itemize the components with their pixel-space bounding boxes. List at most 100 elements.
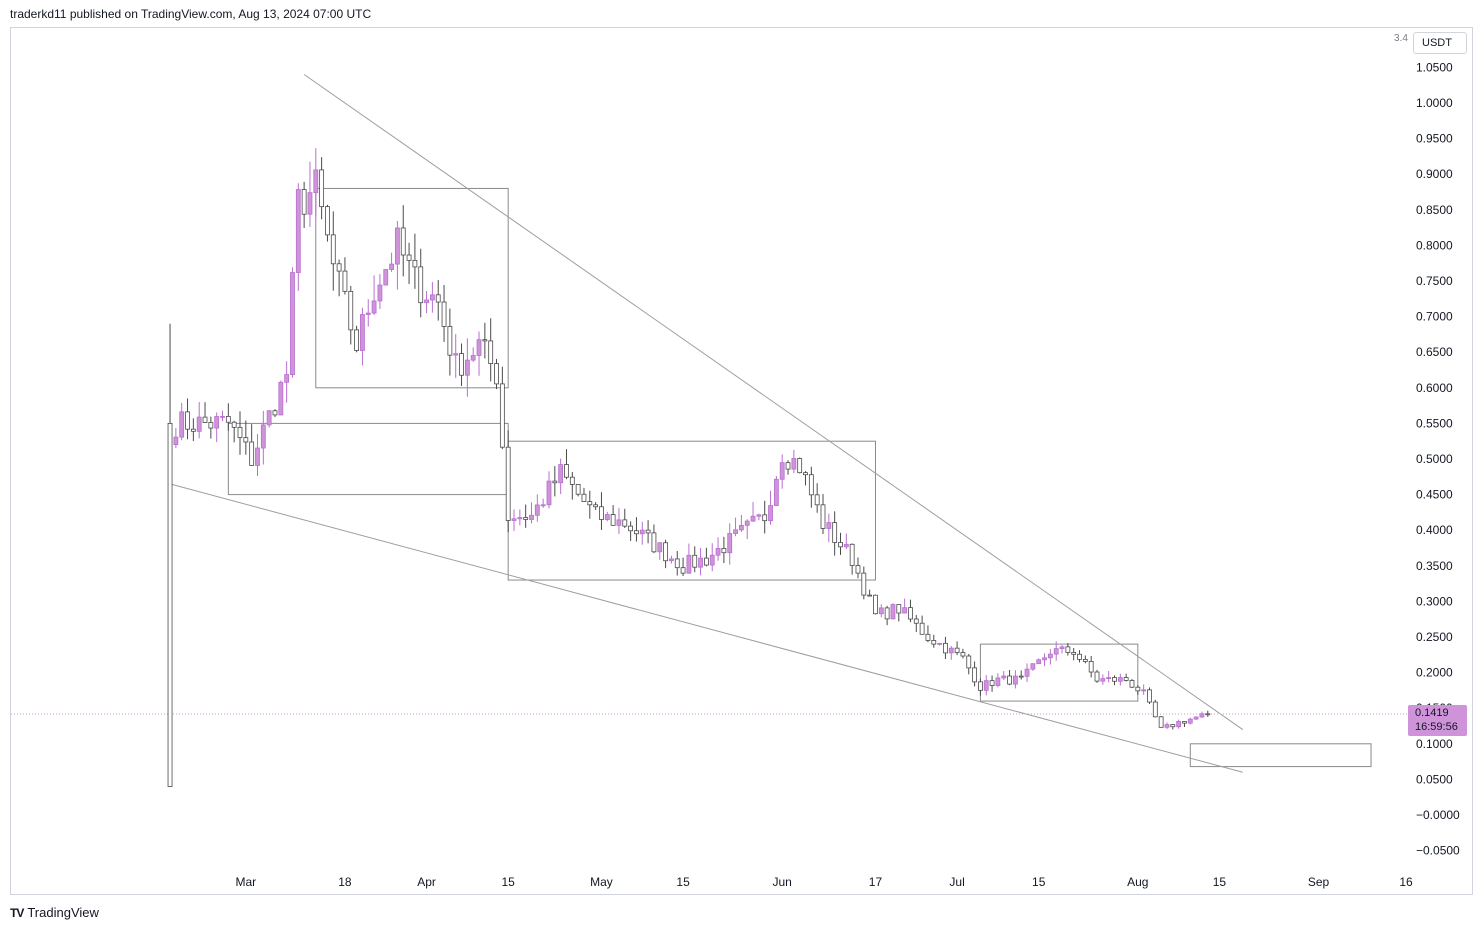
candle-body [773, 478, 779, 506]
candle-body [1205, 713, 1211, 716]
candle-body [599, 506, 604, 520]
candle-body [814, 494, 820, 506]
candle-body [925, 633, 931, 641]
candle-body [692, 554, 698, 568]
candle-body [960, 652, 966, 657]
candle-body [867, 594, 873, 597]
candle-body [400, 227, 406, 256]
candle-body [1170, 724, 1176, 728]
candle-body [179, 411, 185, 438]
candle-body [1047, 653, 1053, 659]
candle-body [424, 299, 429, 304]
candle-body [529, 514, 534, 520]
candle-body [243, 437, 249, 443]
candle-body [459, 353, 464, 376]
time-axis: Mar 18 Apr 15 May 15 Jun 17 Jul 15 Aug 15 Sep 16 [235, 875, 1413, 889]
candle-body [768, 505, 773, 522]
candle-body [1094, 671, 1100, 682]
candle-body [1036, 659, 1042, 665]
candle-body [1001, 675, 1007, 679]
x-tick-label: Sep [1308, 875, 1330, 889]
candle-body [190, 428, 196, 432]
y-tick-label: 0.8000 [1416, 238, 1453, 252]
candle-body [908, 607, 913, 620]
candle-body [447, 326, 453, 356]
candle-body [622, 519, 628, 527]
candle-body [849, 543, 855, 566]
candle-body [878, 607, 884, 615]
y-tick-label: 0.9000 [1416, 167, 1453, 181]
candles [167, 148, 1211, 787]
candle-body [249, 441, 255, 466]
candle-body [803, 472, 808, 476]
trendline [303, 74, 1244, 730]
currency-selector[interactable]: USDT [1413, 32, 1467, 54]
candle-body [342, 270, 348, 292]
candle-body [1071, 652, 1077, 655]
candle-body [546, 480, 552, 506]
candle-body [744, 520, 750, 526]
candle-body [686, 554, 692, 574]
candle-body [721, 548, 727, 554]
candle-body [674, 558, 680, 569]
candle-body [453, 353, 459, 356]
candle-body [517, 517, 523, 520]
candle-body [214, 416, 220, 429]
candle-body [470, 355, 476, 361]
candle-body [406, 254, 412, 261]
candle-body [336, 263, 342, 272]
candle-body [634, 530, 639, 535]
candle-body [360, 314, 365, 351]
candle-body [435, 294, 441, 303]
last-price-tag: 0.1419 16:59:56 [1408, 705, 1467, 736]
brand-name: TradingView [27, 905, 99, 920]
x-tick-label: Apr [417, 875, 436, 889]
candle-body [715, 548, 721, 556]
y-tick-label: −0.0000 [1416, 808, 1460, 822]
candle-body [1100, 678, 1106, 682]
last-price-value: 0.1419 [1415, 707, 1449, 719]
candle-body [395, 227, 400, 265]
chart-frame [10, 27, 1473, 895]
x-tick-label: 17 [869, 875, 883, 889]
candle-body [733, 529, 738, 534]
candle-body [237, 426, 243, 439]
candle-body [1042, 657, 1047, 661]
range-box [227, 422, 509, 496]
candle-body [377, 284, 383, 302]
candle-body [791, 458, 797, 470]
y-tick-label: 1.0500 [1416, 60, 1453, 74]
candle-body [266, 410, 272, 426]
candle-body [762, 514, 768, 522]
candle-body [412, 259, 418, 268]
candle-body [995, 677, 1001, 686]
candle-body [494, 363, 499, 385]
candle-body [663, 542, 668, 562]
candle-body [185, 411, 190, 430]
candle-body [1018, 675, 1024, 678]
candle-body [628, 525, 634, 532]
candle-body [441, 301, 447, 327]
candle-body [680, 567, 686, 574]
candle-body [278, 381, 284, 416]
y-tick-label: 1.0000 [1416, 96, 1453, 110]
candle-body [843, 543, 849, 548]
y-tick-label: 0.6500 [1416, 345, 1453, 359]
candle-body [913, 618, 919, 624]
candle-body [669, 558, 674, 562]
publisher-header: traderkd11 published on TradingView.com,… [10, 7, 372, 21]
candle-body [1065, 646, 1071, 653]
candle-body [1106, 677, 1112, 679]
candle-body [564, 464, 569, 478]
y-tick-label: 0.3000 [1416, 594, 1453, 608]
candle-body [558, 464, 564, 484]
footer-brand[interactable]: TV TradingView [10, 905, 99, 920]
candle-body [1024, 668, 1030, 677]
candle-body [1117, 677, 1123, 682]
candle-body [202, 416, 208, 423]
y-tick-label: 0.2000 [1416, 666, 1453, 680]
candle-body [587, 501, 593, 506]
candle-body [1112, 677, 1117, 682]
candle-body [167, 422, 173, 787]
